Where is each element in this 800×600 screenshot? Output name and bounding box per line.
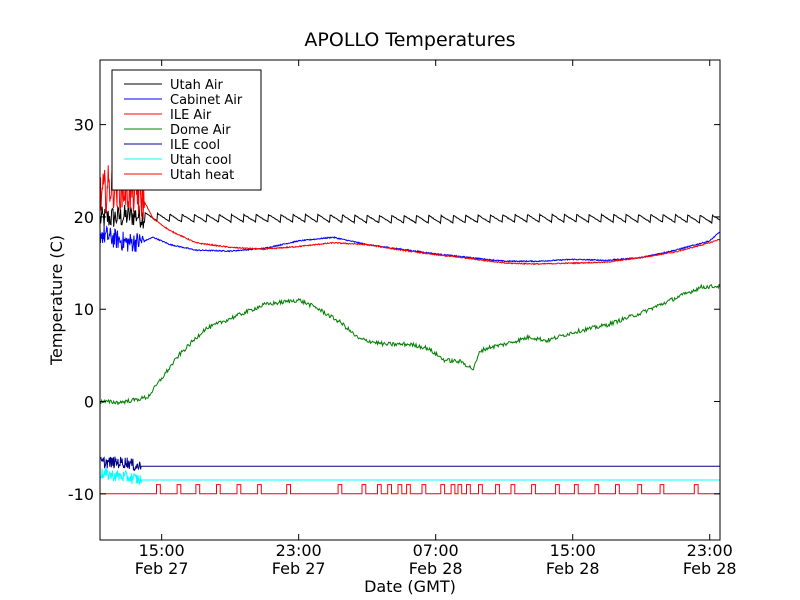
legend-label-ile-cool: ILE cool bbox=[170, 138, 220, 153]
y-tick-label: 10 bbox=[74, 300, 94, 319]
x-tick-date-label: Feb 28 bbox=[409, 559, 463, 578]
legend-box bbox=[111, 69, 262, 191]
y-tick-label: -10 bbox=[68, 485, 94, 504]
x-tick-time-label: 15:00 bbox=[139, 541, 185, 560]
series-layer bbox=[99, 165, 721, 495]
legend-label-utah-cool: Utah cool bbox=[170, 153, 232, 168]
y-tick-label: 20 bbox=[74, 208, 94, 227]
y-tick-label: 0 bbox=[84, 393, 94, 412]
x-tick-time-label: 07:00 bbox=[413, 541, 459, 560]
series-line-utah-cool bbox=[99, 468, 720, 486]
legend-label-dome-air: Dome Air bbox=[170, 123, 231, 138]
series-line-utah-heat bbox=[100, 484, 720, 495]
x-axis-label: Date (GMT) bbox=[364, 577, 456, 596]
series-line-ile-cool bbox=[99, 456, 720, 472]
series-line-ile-air bbox=[99, 165, 721, 266]
x-tick-time-label: 15:00 bbox=[550, 541, 596, 560]
x-tick-time-label: 23:00 bbox=[276, 541, 322, 560]
x-tick-date-label: Feb 27 bbox=[135, 559, 189, 578]
legend-label-ile-air: ILE Air bbox=[170, 108, 212, 123]
series-line-utah-air bbox=[99, 204, 721, 229]
legend-label-cabinet-air: Cabinet Air bbox=[170, 93, 243, 108]
plot-frame bbox=[99, 59, 721, 541]
x-tick-date-label: Feb 28 bbox=[683, 559, 737, 578]
legend-label-utah-heat: Utah heat bbox=[170, 168, 234, 183]
x-tick-date-label: Feb 27 bbox=[272, 559, 326, 578]
y-axis-label: Temperature (C) bbox=[47, 235, 66, 366]
x-tick-time-label: 23:00 bbox=[687, 541, 733, 560]
chart-title: APOLLO Temperatures bbox=[304, 29, 515, 51]
x-tick-date-label: Feb 28 bbox=[546, 559, 600, 578]
y-tick-label: 30 bbox=[74, 116, 94, 135]
legend-label-utah-air: Utah Air bbox=[170, 78, 223, 93]
series-line-dome-air bbox=[99, 283, 721, 406]
